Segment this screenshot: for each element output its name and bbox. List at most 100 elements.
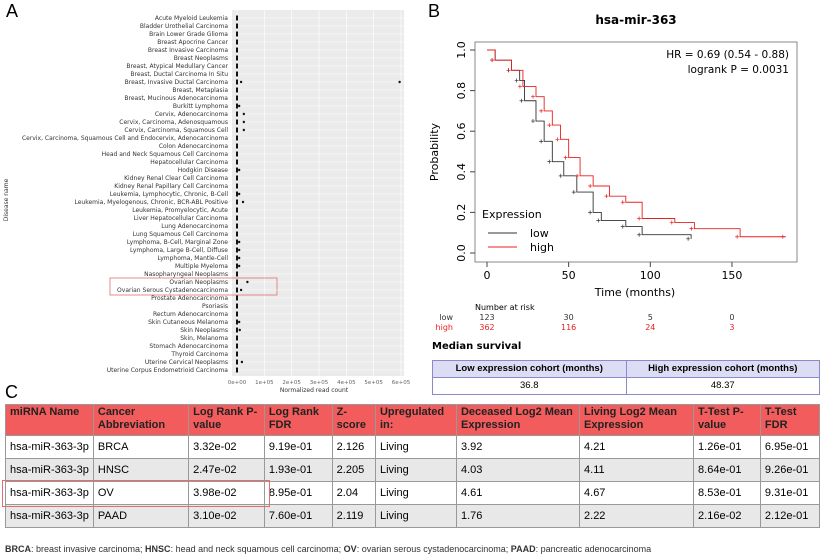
data-point-cluster: [236, 343, 238, 349]
censor-mark: [547, 159, 552, 164]
table-cell: Living: [374, 435, 457, 459]
data-point: [242, 128, 246, 132]
risk-value: 24: [645, 323, 655, 332]
table-cell: 2.205: [331, 458, 376, 482]
plot-background: [232, 10, 404, 376]
table-cell: Living: [374, 458, 457, 482]
y-tick-label: Colon Adenocarcinoma: [159, 143, 228, 150]
y-tick-label: Lymphoma, B-Cell, Marginal Zone: [127, 239, 228, 246]
table-cell: 4.21: [579, 435, 695, 459]
data-point: [237, 248, 241, 252]
data-point-cluster: [236, 215, 238, 221]
column-header: miRNA Name: [5, 404, 94, 436]
y-tick-label: Multiple Myeloma: [175, 263, 228, 270]
y-tick-label: Kidney Renal Papillary Cell Carcinoma: [114, 183, 228, 190]
x-tick-label: 6e+05: [392, 380, 411, 386]
table-row: hsa-miR-363-3p HNSC 2.47e-02 1.93e-01 2.205 L…: [5, 458, 821, 482]
censor-mark: [539, 139, 544, 144]
y-tick-label: Kidney Renal Clear Cell Carcinoma: [124, 175, 228, 182]
table-cell: OV: [92, 481, 190, 505]
y-tick-label: Prostate Adenocarcinoma: [151, 295, 228, 302]
data-point-cluster: [236, 327, 238, 333]
y-tick-label: Head and Neck Squamous Cell Carcinoma: [102, 151, 229, 158]
table-cell: 9.19e-01: [263, 435, 333, 459]
data-point: [242, 112, 246, 116]
column-header: Z-score: [331, 404, 376, 436]
y-tick-label: Breast, Invasive Ductal Carcinoma: [125, 79, 229, 86]
data-point-cluster: [236, 159, 238, 165]
highlight-box: [109, 277, 278, 296]
y-tick-label: Breast Apocrine Cancer: [157, 39, 228, 46]
y-tick-label: Breast, Mucinous Adenocarcinoma: [124, 95, 228, 102]
x-axis-label: Normalized read count: [280, 387, 349, 394]
y-tick-label: Breast, Ductal Carcinoma In Situ: [130, 71, 228, 78]
data-point-cluster: [236, 223, 238, 229]
y-tick-label: Liver Hepatocellular Carcinoma: [134, 215, 229, 222]
table-cell: 1.76: [455, 504, 581, 528]
y-tick-label: Thyroid Carcinoma: [170, 351, 228, 358]
y-tick-label: Leukemia, Lymphocytic, Chronic, B-Cell: [110, 191, 229, 198]
table-row: hsa-miR-363-3p OV 3.98e-02 8.95e-01 2.04 Livi…: [5, 481, 821, 505]
data-point-cluster: [236, 311, 238, 317]
data-point-cluster: [236, 319, 238, 325]
y-tick-label: Lymphoma, Large B-Cell, Diffuse: [130, 247, 228, 254]
data-point-cluster: [236, 287, 238, 293]
column-header: T-Test FDR: [759, 404, 821, 436]
x-tick-label: 0: [484, 269, 491, 282]
data-point-cluster: [236, 175, 238, 181]
risk-row-label: low: [439, 313, 453, 322]
y-tick-label: Cervix, Adenocarcinoma: [155, 111, 228, 118]
censor-mark: [735, 234, 740, 239]
ov-row-highlight: [2, 479, 270, 507]
table-cell: 3.32e-02: [188, 435, 265, 459]
censor-mark: [490, 58, 495, 63]
risk-value: 30: [564, 313, 574, 322]
y-tick-label: 0.2: [455, 204, 468, 222]
x-tick-label: 3e+05: [310, 380, 329, 386]
median-header-low: Low expression cohort (months): [432, 360, 627, 378]
table-cell: 4.61: [455, 481, 581, 505]
x-tick-label: 150: [721, 269, 742, 282]
censor-mark: [506, 68, 511, 73]
censor-mark: [620, 224, 625, 229]
risk-value: 5: [648, 313, 653, 322]
table-cell: 2.47e-02: [188, 458, 265, 482]
data-point-cluster: [236, 55, 238, 61]
censor-mark: [514, 78, 519, 83]
column-header: Log Rank P-value: [188, 404, 265, 436]
table-cell: Living: [374, 481, 457, 505]
data-point: [237, 192, 241, 196]
data-point-cluster: [236, 231, 238, 237]
censor-mark: [555, 137, 560, 142]
data-point-cluster: [236, 303, 238, 309]
data-point-cluster: [236, 359, 238, 365]
risk-value: 123: [479, 313, 494, 322]
data-point: [240, 360, 244, 364]
data-point-cluster: [236, 47, 238, 53]
risk-row-label: high: [436, 323, 453, 332]
x-tick-label: 100: [640, 269, 661, 282]
data-point: [237, 168, 241, 172]
data-point-cluster: [236, 351, 238, 357]
data-point-cluster: [236, 367, 238, 373]
y-tick-label: Uterine Cervical Neoplasms: [145, 359, 228, 366]
censor-mark: [689, 226, 694, 231]
table-cell: hsa-miR-363-3p: [5, 458, 94, 482]
y-tick-label: Brain Lower Grade Glioma: [149, 31, 228, 38]
x-tick-label: 1e+05: [255, 380, 274, 386]
data-point: [238, 328, 241, 332]
y-tick-label: Cervix, Carcinoma, Adenosquamous: [119, 119, 228, 126]
data-point-cluster: [236, 191, 238, 197]
x-tick-label: 2e+05: [282, 380, 301, 386]
y-tick-label: 0.8: [455, 82, 468, 100]
censor-mark: [571, 190, 576, 195]
data-point-cluster: [236, 31, 238, 37]
column-header: T-Test P-value: [693, 404, 761, 436]
data-point-cluster: [236, 87, 238, 93]
table-cell: 4.03: [455, 458, 581, 482]
data-point-cluster: [236, 63, 238, 69]
table-cell: 4.11: [579, 458, 695, 482]
y-tick-label: Acute Myeloid Leukemia: [155, 15, 228, 22]
survival-stats-table: miRNA Name Cancer Abbreviation Log Rank P-…: [5, 404, 821, 528]
